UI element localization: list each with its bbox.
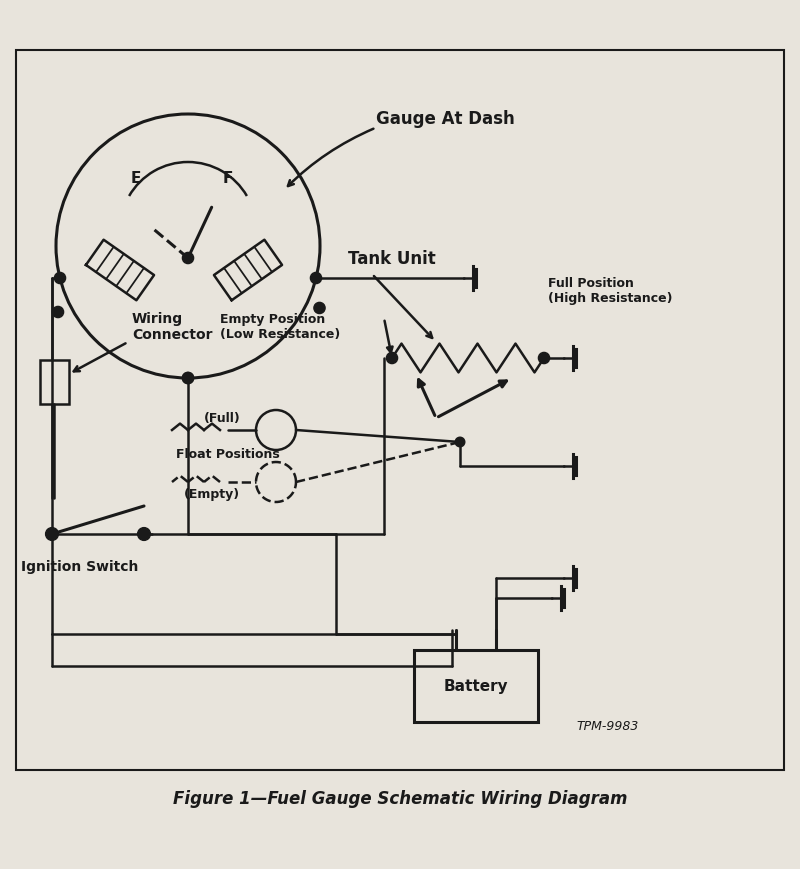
Text: (Full): (Full) — [204, 412, 241, 425]
Circle shape — [182, 373, 194, 384]
Circle shape — [138, 528, 150, 541]
Circle shape — [314, 303, 325, 315]
Text: Float Positions: Float Positions — [176, 448, 280, 461]
Circle shape — [386, 353, 398, 364]
Circle shape — [455, 438, 465, 448]
Text: Figure 1—Fuel Gauge Schematic Wiring Diagram: Figure 1—Fuel Gauge Schematic Wiring Dia… — [173, 789, 627, 807]
Text: E: E — [131, 171, 141, 186]
Circle shape — [182, 373, 194, 384]
Text: Wiring
Connector: Wiring Connector — [132, 312, 213, 342]
Circle shape — [46, 528, 58, 541]
Circle shape — [538, 353, 550, 364]
Text: Tank Unit: Tank Unit — [348, 249, 436, 268]
Bar — [414, 650, 538, 722]
Text: Ignition Switch: Ignition Switch — [22, 560, 138, 574]
Circle shape — [182, 253, 194, 264]
Text: (Empty): (Empty) — [184, 488, 240, 501]
Text: Battery: Battery — [444, 679, 508, 693]
Circle shape — [310, 273, 322, 284]
Text: Gauge At Dash: Gauge At Dash — [376, 109, 514, 128]
Text: Empty Position
(Low Resistance): Empty Position (Low Resistance) — [220, 313, 340, 341]
Bar — [40, 360, 69, 405]
Circle shape — [54, 273, 66, 284]
Text: TPM-9983: TPM-9983 — [576, 720, 638, 733]
Circle shape — [53, 307, 64, 318]
Text: Full Position
(High Resistance): Full Position (High Resistance) — [548, 276, 673, 305]
Text: F: F — [223, 171, 233, 186]
